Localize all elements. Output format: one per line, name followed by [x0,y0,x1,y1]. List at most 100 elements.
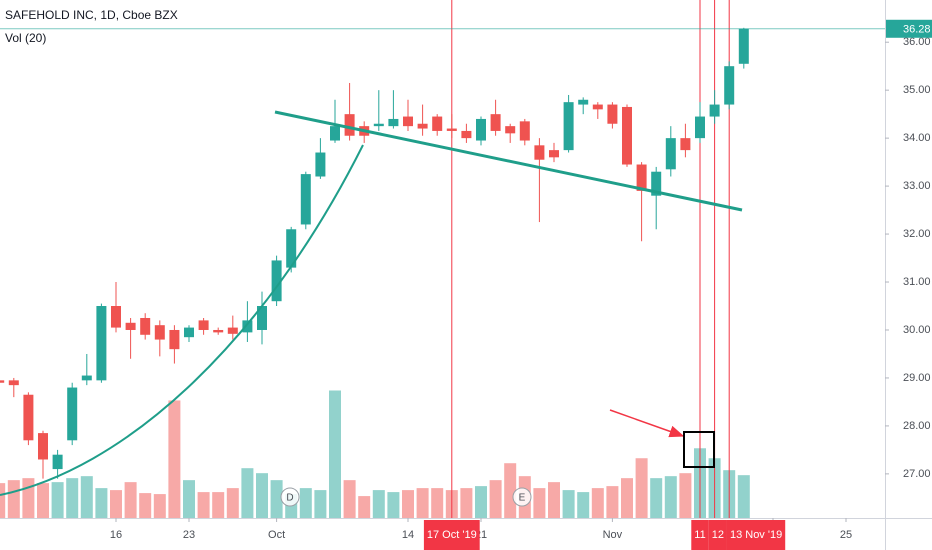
volume-bar [650,478,663,518]
event-marker [512,487,532,507]
volume-bar [183,480,195,518]
candle-body [23,394,34,441]
y-tick-label: 36.00 [903,36,931,48]
event-label: E [519,493,526,504]
candle-body [695,116,705,139]
candle-body [519,121,530,141]
candle-body [738,28,749,64]
candle-body [52,454,63,470]
volume-bar [314,490,327,518]
volume-bar [51,482,64,518]
candle-body [607,104,618,124]
volume-bar [226,488,239,518]
plot-area [0,0,885,518]
volume-bar [139,493,152,518]
volume-bar [431,488,444,518]
candle-body [8,380,19,386]
volume-bar [197,492,210,518]
marker-date-label: 13 Nov '19 [730,529,782,541]
highlight-box [683,431,715,468]
y-tick-label: 31.00 [903,276,931,288]
chart-title: SAFEHOLD INC, 1D, Cboe BZX [5,8,178,22]
last-price-label: 36.28 [903,24,931,36]
volume-bar [372,490,385,518]
x-tick-label: 25 [840,529,852,541]
candle-body [81,375,92,381]
y-tick-label: 29.00 [903,372,931,384]
volume-bar [387,492,400,518]
candle-body [505,126,516,134]
candle-body [490,114,501,131]
arrow [609,409,685,438]
marker-date-label: 17 Oct '19 [427,529,477,541]
trend-line [274,110,743,212]
y-tick-label: 32.00 [903,228,931,240]
candle-body [549,150,559,158]
volume-bar [635,458,648,518]
candle-body [0,380,5,383]
volume-bar [212,492,225,518]
candle-body [563,102,574,151]
volume-bar [358,496,371,518]
candle-body [257,306,267,330]
candle-body [622,106,632,165]
volume-bar [329,390,341,518]
volume-bar [548,482,560,518]
marker-date-box [708,520,727,550]
volume-bar [37,483,49,518]
volume-bar [591,488,604,518]
candle-body [169,329,180,350]
volume-bar [168,400,181,518]
candle-body [403,116,413,127]
candle-body [461,130,472,139]
volume-bar [22,478,35,518]
volume-bar [504,463,517,518]
volume-bar [533,488,546,518]
trend-curve [0,144,364,496]
x-tick-label: 14 [402,529,414,541]
candle-body [417,123,428,129]
volume-bar [256,473,268,518]
candle-body [125,322,136,330]
candle-body [709,104,720,117]
volume-bar [7,480,20,518]
candle-body [636,164,647,191]
candle-body [315,152,326,177]
volume-bar [475,486,487,518]
candle-body [213,329,224,333]
marker-date-box [423,520,480,550]
candle-body [344,114,355,136]
candle-body [592,104,603,110]
candle-body [373,123,384,127]
volume-bar [80,476,93,518]
volume-bar [416,488,429,518]
marker-date-box [691,520,709,550]
candle-body [724,66,735,105]
volume-bar [577,492,590,518]
candle-body [140,317,151,335]
volume-bar [489,480,502,518]
last-price-box [886,19,932,38]
candle-body [38,433,48,460]
candle-body [330,126,340,141]
candle-body [154,325,165,340]
volume-bar [110,490,122,518]
candle-body [271,260,282,302]
event-marker [280,487,300,507]
volume-bar [343,480,356,518]
x-tick-label: Oct [268,529,285,541]
y-tick-label: 35.00 [903,84,931,96]
marker-date-label: 11 [694,529,705,541]
volume-bar [0,483,6,518]
y-tick-label: 27.00 [903,468,931,480]
candle-body [534,145,545,160]
x-tick-label: 23 [183,529,195,541]
x-tick-label: Nov [603,529,623,541]
candle-body [242,320,253,333]
volume-bar [460,488,473,518]
marker-date-box [726,520,786,550]
candle-body [665,138,676,170]
volume-bar [299,488,312,518]
candle-body [96,306,107,381]
